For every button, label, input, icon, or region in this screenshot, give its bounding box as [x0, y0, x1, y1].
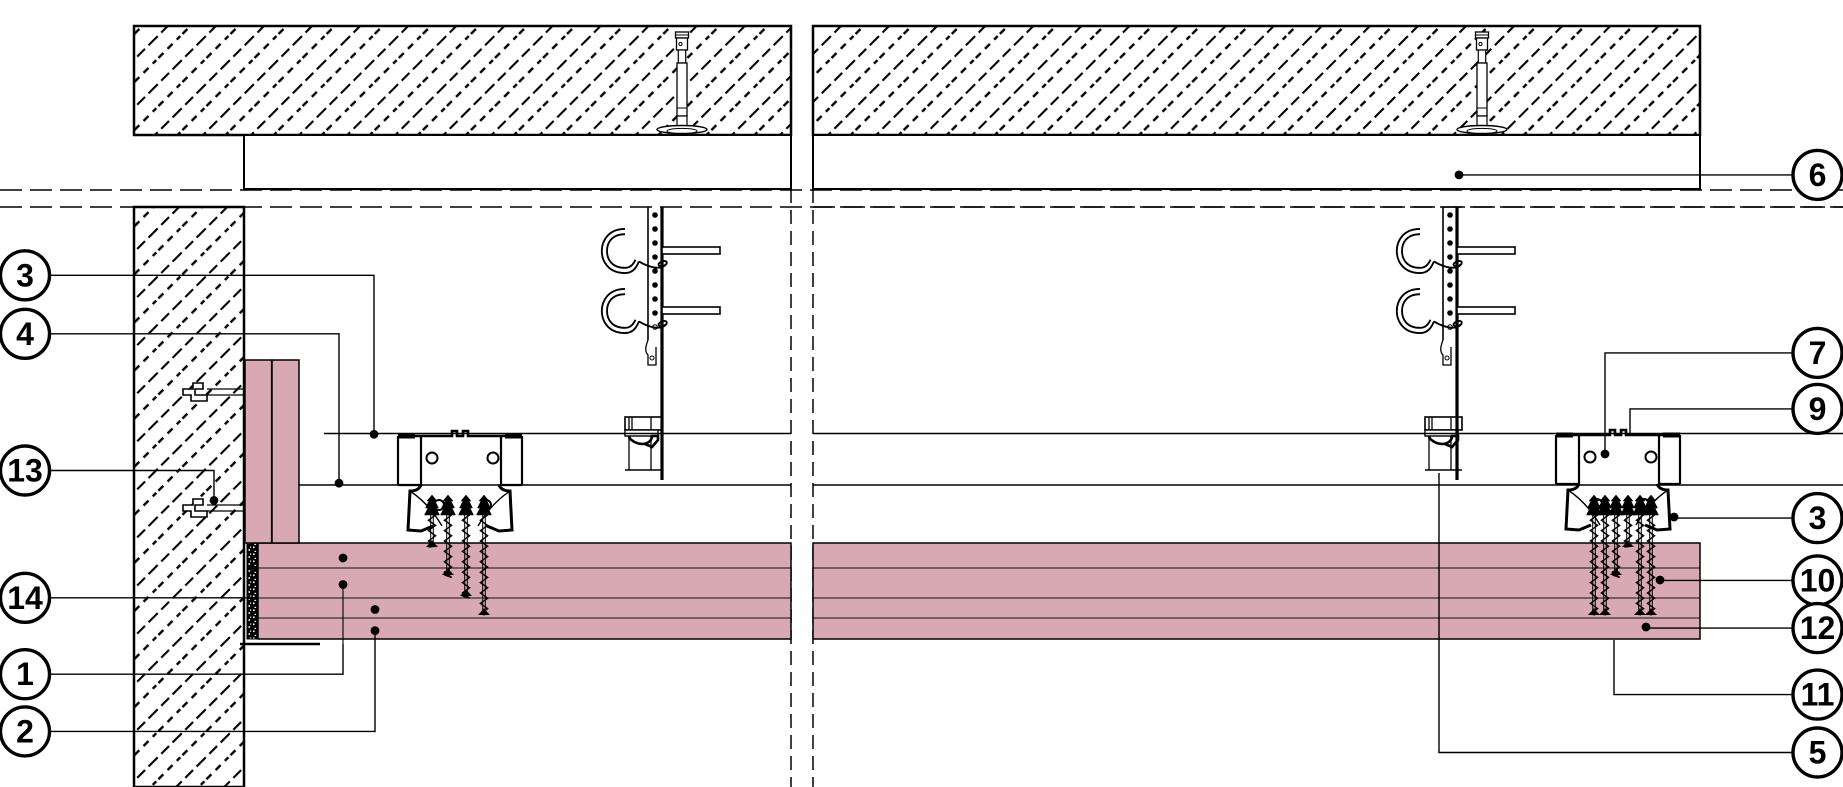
- svg-text:3: 3: [16, 257, 34, 293]
- svg-text:1: 1: [16, 656, 34, 692]
- svg-text:3: 3: [1809, 500, 1827, 536]
- svg-text:5: 5: [1809, 735, 1827, 771]
- svg-text:9: 9: [1809, 391, 1827, 427]
- svg-text:2: 2: [16, 713, 34, 749]
- svg-text:11: 11: [1801, 677, 1835, 713]
- svg-text:14: 14: [7, 580, 43, 616]
- svg-text:6: 6: [1809, 157, 1827, 193]
- svg-text:7: 7: [1809, 335, 1827, 371]
- svg-text:10: 10: [1800, 562, 1836, 598]
- svg-text:13: 13: [7, 453, 43, 489]
- svg-text:12: 12: [1800, 610, 1836, 646]
- svg-text:4: 4: [16, 316, 34, 352]
